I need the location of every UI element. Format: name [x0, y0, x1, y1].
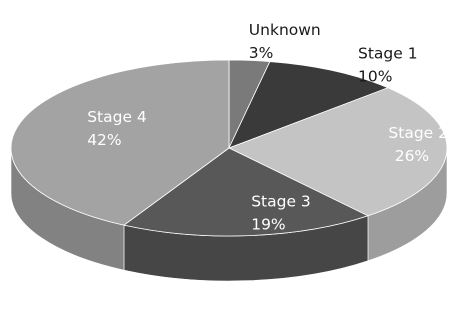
pie-slice-stage-3 [123, 147, 370, 237]
slice-value-stage-4: 42% [87, 131, 121, 149]
slice-value-unknown: 3% [249, 44, 274, 62]
slice-value-stage-3: 19% [251, 216, 285, 234]
slice-label-stage-2: Stage 2 [388, 124, 448, 142]
slice-value-stage-2: 26% [395, 147, 429, 165]
pie-slice-stage-1 [228, 61, 389, 149]
pie-labels: Unknown 3% Stage 1 10% Stage 2 26% Stage 3 19% S… [87, 21, 448, 234]
pie-slice-stage-2 [227, 87, 448, 217]
pie-tops [10, 59, 448, 237]
pie-sides [10, 147, 448, 282]
slice-label-stage-3: Stage 3 [251, 193, 311, 211]
slice-value-stage-1: 10% [358, 67, 392, 85]
pie-slice-stage-4 [10, 59, 230, 226]
slice-label-stage-4: Stage 4 [87, 108, 147, 126]
slice-label-unknown: Unknown [249, 21, 321, 39]
slice-label-stage-1: Stage 1 [358, 44, 418, 62]
